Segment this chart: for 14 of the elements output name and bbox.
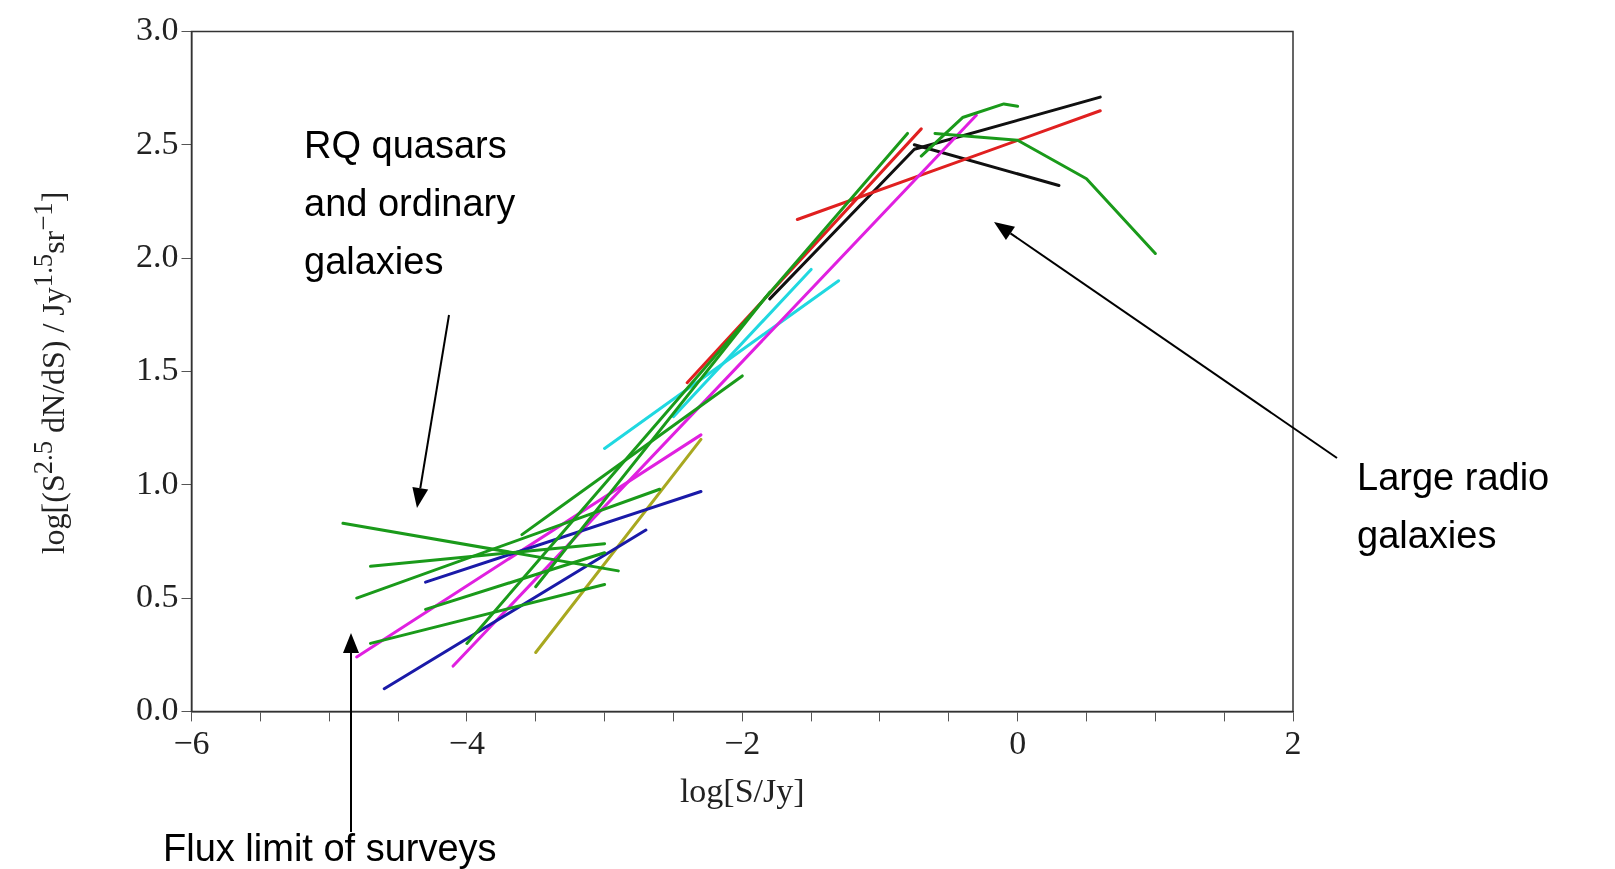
y-tick-label: 2.0 <box>136 236 179 274</box>
y-tick-label: 1.0 <box>136 463 179 501</box>
x-tick-label: 0 <box>1009 723 1027 761</box>
x-axis-title: log[S/Jy] <box>679 771 805 809</box>
y-tick-label: 1.5 <box>136 350 179 388</box>
text: Flux limit of surveys <box>163 826 498 869</box>
y-tick-label: 3.0 <box>136 10 179 48</box>
x-tick-label: −2 <box>724 723 761 761</box>
text: Large radio galaxies <box>1357 455 1551 558</box>
x-tick-label: −4 <box>448 723 485 761</box>
y-tick-label: 0.5 <box>136 576 179 614</box>
x-tick-label: 2 <box>1284 723 1302 761</box>
y-tick-label: 2.5 <box>136 123 179 161</box>
annotation: RQ quasars and ordinary galaxies <box>304 123 517 284</box>
